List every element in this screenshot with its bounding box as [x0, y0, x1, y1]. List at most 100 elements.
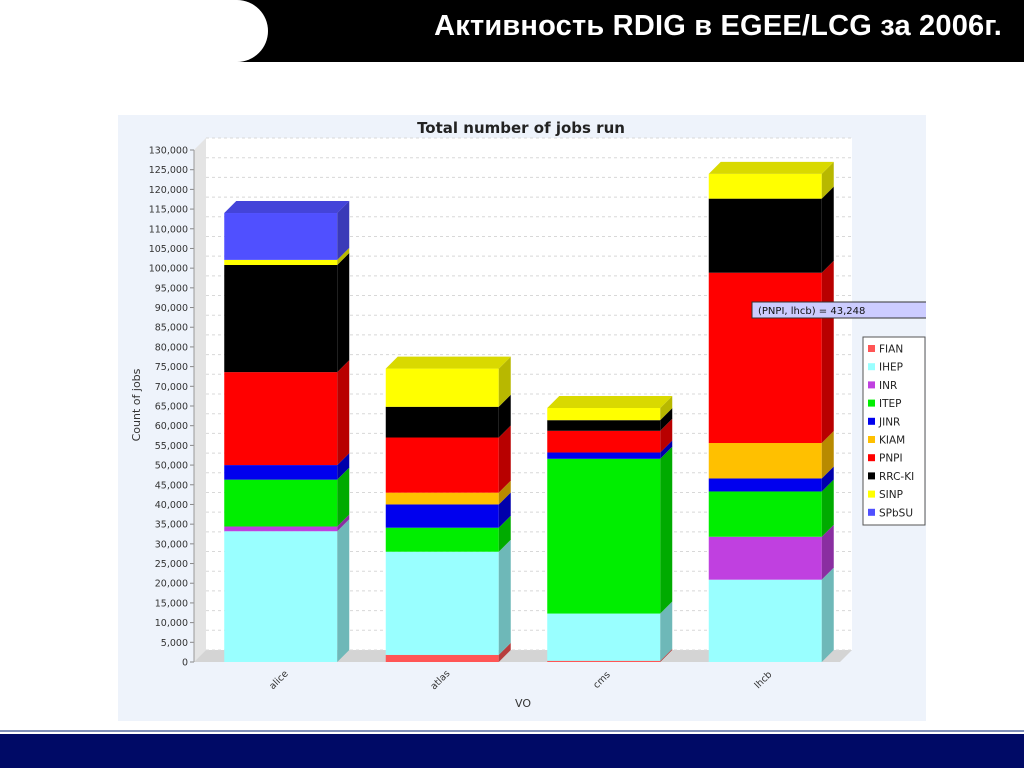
header-bar: Активность RDIG в EGEE/LCG за 2006г. [0, 0, 1024, 62]
bar-side-lhcb-sinp [821, 161, 834, 199]
bar-segment-alice-pnpi[interactable] [224, 372, 338, 466]
y-tick-label: 130,000 [149, 146, 188, 157]
legend-swatch [868, 436, 875, 443]
bar-side-alice-jinr [337, 453, 350, 480]
bar-segment-cms-fian[interactable] [547, 660, 661, 662]
bar-side-cms-rrc-ki [660, 408, 673, 431]
bar-segment-lhcb-itep[interactable] [708, 491, 822, 537]
bar-side-lhcb-jinr [821, 466, 834, 492]
bar-segment-atlas-itep[interactable] [385, 527, 499, 552]
y-tick-label: 65,000 [155, 402, 188, 413]
bar-side-atlas-fian [498, 642, 511, 662]
legend-item-kiam: KIAM [879, 435, 905, 447]
plot-side-wall [194, 138, 206, 662]
bar-side-atlas-jinr [498, 492, 511, 528]
x-tick-label: cms [591, 669, 613, 691]
y-tick-label: 20,000 [155, 579, 188, 590]
bar-segment-cms-ihep[interactable] [547, 613, 661, 661]
bar-top-lhcb [708, 161, 834, 174]
bar-segment-lhcb-sinp[interactable] [708, 173, 822, 199]
y-tick-label: 30,000 [155, 539, 188, 550]
bar-side-atlas-sinp [498, 356, 511, 407]
bar-segment-lhcb-jinr[interactable] [708, 478, 822, 492]
bar-segment-lhcb-inr[interactable] [708, 536, 822, 580]
stacked-bar-chart: Total number of jobs run 0 5,000 10,000 15,… [130, 119, 953, 710]
legend: FIAN IHEP INR ITEP JINR KIAM PNPI RRC-KI SINP SPb… [862, 336, 926, 526]
legend-swatch [868, 508, 875, 516]
bar-segment-lhcb-pnpi[interactable] [708, 272, 822, 444]
bar-segment-alice-inr[interactable] [224, 526, 338, 532]
x-axis-label: VO [515, 697, 531, 710]
legend-item-ihep: IHEP [879, 362, 903, 374]
legend-item-pnpi: PNPI [879, 453, 903, 465]
legend-swatch [868, 363, 875, 371]
bar-segment-alice-ihep[interactable] [224, 531, 338, 662]
bar-top-atlas [385, 356, 511, 369]
y-tick-label: 125,000 [149, 165, 188, 176]
y-tick-label: 5,000 [161, 638, 188, 649]
y-tick-label: 115,000 [149, 205, 188, 216]
bar-segment-alice-jinr[interactable] [224, 465, 338, 480]
legend-swatch [868, 490, 875, 498]
y-tick-label: 110,000 [149, 224, 188, 235]
bar-segment-cms-itep[interactable] [547, 458, 661, 614]
bar-segment-lhcb-kiam[interactable] [708, 443, 822, 479]
bar-side-cms-sinp [660, 395, 673, 421]
tooltip-text: (PNPI, lhcb) = 43,248 [758, 306, 865, 317]
header-logo-area [0, 0, 268, 62]
legend-item-inr: INR [879, 380, 897, 392]
bar-side-atlas-ihep [498, 539, 511, 655]
bar-side-cms-ihep [660, 601, 673, 661]
y-tick-label: 100,000 [149, 264, 188, 275]
y-tick-label: 50,000 [155, 461, 188, 472]
bar-segment-atlas-sinp[interactable] [385, 368, 499, 407]
bar-side-alice-sinp [337, 247, 350, 266]
footer-divider [0, 730, 1024, 732]
bar-segment-cms-rrc-ki[interactable] [547, 420, 661, 431]
bar-segment-atlas-jinr[interactable] [385, 504, 499, 528]
tooltip: (PNPI, lhcb) = 43,248 [751, 301, 953, 319]
bar-segment-cms-pnpi[interactable] [547, 430, 661, 453]
y-tick-label: 0 [182, 658, 188, 669]
bar-segment-alice-itep[interactable] [224, 479, 338, 527]
bar-segment-lhcb-rrc-ki[interactable] [708, 198, 822, 273]
bar-side-lhcb-itep [821, 479, 834, 537]
y-tick-label: 55,000 [155, 441, 188, 452]
y-tick-label: 105,000 [149, 244, 188, 255]
legend-item-jinr: JINR [878, 416, 900, 428]
bar-segment-lhcb-ihep[interactable] [708, 579, 822, 662]
bar-segment-atlas-pnpi[interactable] [385, 437, 499, 493]
y-tick-label: 80,000 [155, 342, 188, 353]
bar-side-lhcb-rrc-ki [821, 186, 834, 273]
bar-top-cms [547, 395, 673, 408]
bar-segment-cms-sinp[interactable] [547, 407, 661, 421]
y-tick-label: 10,000 [155, 618, 188, 629]
bar-segment-atlas-kiam[interactable] [385, 492, 499, 505]
bar-side-cms-pnpi [660, 418, 673, 453]
chart-title: Total number of jobs run [417, 119, 625, 137]
legend-swatch [868, 472, 875, 480]
bar-top-alice [224, 201, 350, 214]
bar-side-alice-pnpi [337, 360, 350, 466]
bar-side-alice-spbsu [337, 201, 350, 260]
bar-segment-atlas-ihep[interactable] [385, 551, 499, 655]
legend-swatch [868, 454, 875, 462]
y-tick-label: 15,000 [155, 598, 188, 609]
bar-segment-alice-spbsu[interactable] [224, 213, 338, 260]
bar-segment-alice-sinp[interactable] [224, 259, 338, 266]
y-tick-label: 60,000 [155, 421, 188, 432]
bar-side-alice-ihep [337, 519, 350, 662]
bar-segment-atlas-rrc-ki[interactable] [385, 406, 499, 438]
legend-item-itep: ITEP [879, 398, 901, 410]
legend-swatch [868, 417, 875, 425]
bar-side-alice-rrc-ki [337, 253, 350, 373]
bar-side-atlas-kiam [498, 480, 511, 505]
y-tick-label: 40,000 [155, 500, 188, 511]
bar-side-alice-itep [337, 467, 350, 527]
bar-segment-cms-jinr[interactable] [547, 452, 661, 459]
bar-segment-alice-rrc-ki[interactable] [224, 265, 338, 373]
plot-floor [194, 650, 852, 662]
bar-side-alice-inr [337, 514, 350, 532]
legend-item-rrc-ki: RRC-KI [879, 471, 914, 483]
bar-segment-atlas-fian[interactable] [385, 654, 499, 662]
